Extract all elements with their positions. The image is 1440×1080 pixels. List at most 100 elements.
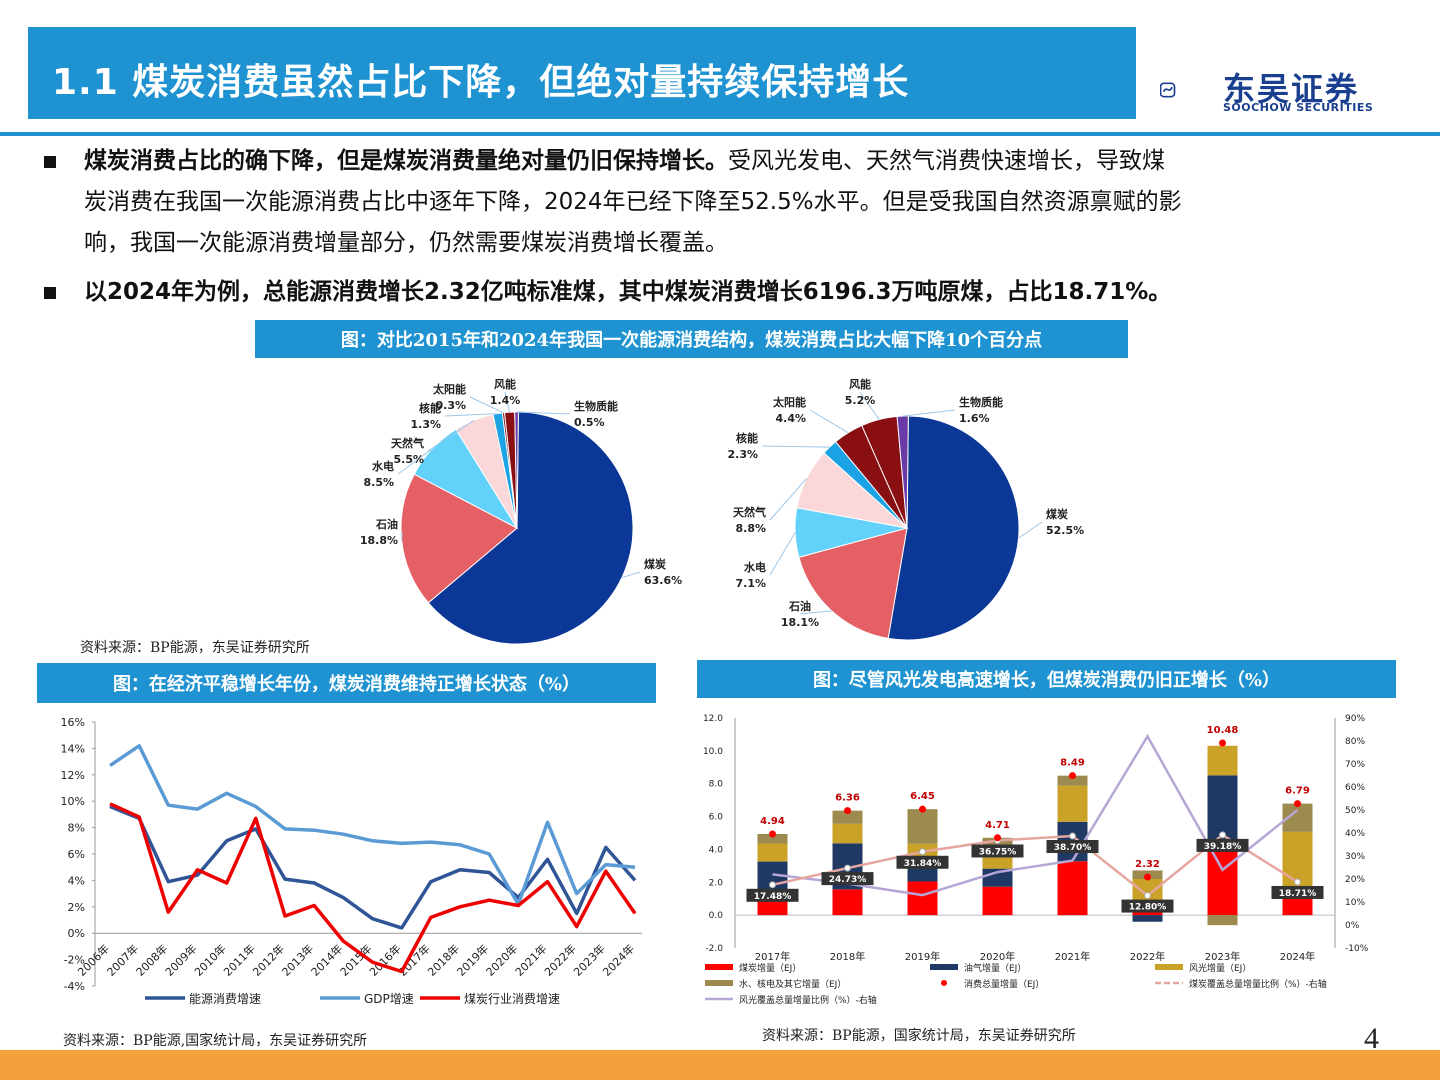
- y-tick-label: 6.0: [709, 813, 724, 823]
- logo-subtitle: SOOCHOW SECURITIES: [1223, 101, 1374, 114]
- x-tick-label: 2024年: [1280, 950, 1315, 963]
- pie-label-name: 石油: [375, 517, 398, 531]
- total-increment-label: 6.79: [1285, 786, 1310, 797]
- coal-share-label-bg: [1196, 838, 1249, 852]
- legend-label: 能源消费增速: [189, 992, 261, 1006]
- y-tick-label: 12.0: [703, 714, 723, 724]
- line-caption: 图：在经济平稳增长年份，煤炭消费维持正增长状态（%）: [37, 663, 656, 703]
- pie-label-name: 太阳能: [432, 382, 466, 396]
- legend-label: 风光增量（EJ）: [1189, 962, 1251, 974]
- x-tick-label: 2022年: [541, 941, 578, 978]
- legend-label: 油气增量（EJ）: [964, 962, 1026, 974]
- pie-label-value: 18.1%: [781, 616, 819, 629]
- y-tick-label: -2.0: [705, 944, 723, 954]
- y-tick-label: 2.0: [709, 878, 724, 888]
- pie-label-value: 1.6%: [959, 412, 990, 425]
- x-tick-label: 2020年: [483, 941, 520, 978]
- x-tick-label: 2022年: [1130, 950, 1165, 963]
- y-tick-label: 10.0: [703, 747, 723, 757]
- pie-leader-line: [469, 396, 504, 414]
- x-tick-label: 2019年: [905, 950, 940, 963]
- pie-label-value: 52.5%: [1046, 524, 1084, 537]
- line-source: 资料来源：BP能源,国家统计局，东吴证券研究所: [63, 1033, 368, 1049]
- pie-label-value: 2.3%: [727, 448, 758, 461]
- total-increment-point: [844, 807, 851, 815]
- pie-leader-line: [516, 411, 571, 415]
- pie-label-value: 18.8%: [360, 534, 398, 547]
- y2-tick-label: 60%: [1345, 783, 1365, 793]
- pie-label-name: 煤炭: [1046, 507, 1068, 521]
- pie-source: 资料来源：BP能源，东吴证券研究所: [80, 640, 310, 656]
- pie-label-name: 煤炭: [644, 557, 666, 571]
- total-increment-label: 4.94: [760, 816, 785, 827]
- x-tick-label: 2010年: [191, 941, 228, 978]
- x-tick-label: 2008年: [133, 941, 170, 978]
- pie-label-value: 5.2%: [845, 394, 876, 407]
- bar-segment-1: [1132, 910, 1163, 916]
- logo-icon: [1160, 82, 1176, 98]
- bar-segment-3: [757, 843, 788, 862]
- pie-label-name: 天然气: [733, 505, 766, 519]
- bar-segment-3: [832, 823, 863, 844]
- series-line-2: [109, 744, 636, 906]
- pie-label-name: 天然气: [391, 436, 424, 450]
- bar-source: 资料来源：BP能源，国家统计局，东吴证券研究所: [762, 1028, 1076, 1044]
- bar-segment-3: [1057, 785, 1088, 822]
- bullet-2-bold: 以2024年为例，总能源消费增长2.32亿吨标准煤，其中煤炭消费增长6196.3…: [84, 279, 1172, 305]
- legend-swatch: [705, 980, 733, 986]
- x-tick-label: 2024年: [600, 941, 637, 978]
- y-tick-label: -4%: [64, 980, 85, 993]
- pie-label-value: 0.5%: [574, 416, 605, 429]
- y-tick-label: 8.0: [709, 780, 724, 790]
- pie-leader-line: [427, 419, 475, 452]
- pie-leader-line: [809, 409, 849, 434]
- pie-leader-line: [769, 478, 807, 521]
- coal-share-label: 12.80%: [1129, 903, 1167, 913]
- coal-share-label: 24.73%: [829, 875, 867, 885]
- series-line-3: [109, 802, 637, 974]
- y2-tick-label: -10%: [1345, 944, 1369, 954]
- pie-label-value: 63.6%: [644, 574, 682, 587]
- bar-segment-4: [757, 833, 788, 844]
- legend-label: 水、核电及其它增量（EJ）: [739, 978, 846, 990]
- pie-leader-line: [902, 409, 956, 417]
- pie-leader-line: [397, 448, 433, 475]
- pie-label-name: 核能: [736, 431, 758, 445]
- bullet-1-rest: 受风光发电、天然气消费快速增长，导致煤: [728, 148, 1165, 174]
- coal-share-label: 18.71%: [1279, 889, 1317, 899]
- x-tick-label: 2021年: [1055, 950, 1090, 963]
- x-tick-label: 2018年: [425, 941, 462, 978]
- coal-share-label-bg: [896, 855, 949, 869]
- x-tick-label: 2012年: [250, 941, 287, 978]
- bullet-paragraph-1: 煤炭消费占比的确下降，但是煤炭消费量绝对量仍旧保持增长。受风光发电、天然气消费快…: [84, 141, 1424, 264]
- pie-label-name: 生物质能: [959, 395, 1003, 409]
- y2-tick-label: 0%: [1345, 921, 1360, 931]
- y-tick-label: 8%: [68, 822, 85, 835]
- pie-leader-line: [761, 445, 830, 448]
- y-tick-label: 14%: [61, 742, 85, 755]
- total-increment-point: [769, 830, 776, 838]
- pie-label-name: 生物质能: [574, 399, 618, 413]
- y2-tick-label: 30%: [1345, 852, 1365, 862]
- coal-share-label-bg: [1046, 839, 1099, 853]
- coal-share-label: 39.18%: [1204, 842, 1242, 852]
- bar-segment-4: [1057, 775, 1088, 786]
- total-increment-point: [1294, 800, 1301, 808]
- y-tick-label: 10%: [61, 795, 85, 808]
- bar-segment-1: [1207, 847, 1238, 916]
- x-tick-label: 2017年: [755, 950, 790, 963]
- coal-share-point: [919, 848, 926, 856]
- bar-segment-1: [982, 886, 1013, 916]
- legend-label: GDP增速: [364, 992, 414, 1006]
- bar-segment-1: [1057, 861, 1088, 916]
- y2-tick-label: 90%: [1345, 714, 1365, 724]
- coal-share-label-bg: [1271, 885, 1324, 899]
- x-tick-label: 2007年: [104, 941, 141, 978]
- coal-share-label: 31.84%: [904, 859, 942, 869]
- pie-label-value: 5.5%: [393, 453, 424, 466]
- x-tick-label: 2019年: [454, 941, 491, 978]
- pie-label-name: 核能: [419, 401, 441, 415]
- bar-caption: 图：尽管风光发电高速增长，但煤炭消费仍旧正增长（%）: [697, 660, 1396, 698]
- pie-leader-line: [1018, 521, 1043, 539]
- bar-segment-4: [832, 810, 863, 824]
